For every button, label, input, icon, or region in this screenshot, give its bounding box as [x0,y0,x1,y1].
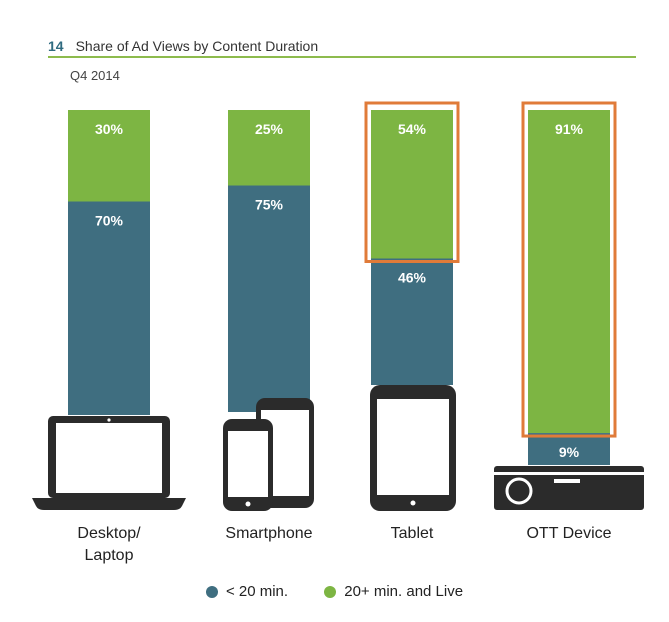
value-label-long-desktop-laptop: 30% [95,121,124,137]
bar-short-ott-device [528,433,610,465]
category-label-ott-device: OTT Device [526,525,611,542]
bar-short-smartphone [228,185,310,412]
category-label-desktop-laptop-line-1: Desktop/ [77,525,141,542]
chart-subtitle: Q4 2014 [70,68,120,83]
highlight-box-ott-device [521,101,617,438]
value-label-short-ott-device: 9% [559,444,580,460]
ott-box [494,466,644,510]
title-rule [48,56,636,58]
legend-swatch-long [324,585,337,598]
ott-stripe [494,472,644,475]
value-label-long-ott-device: 91% [555,121,584,137]
ott-disc [505,477,533,505]
bar-long-desktop-laptop [68,110,150,202]
smartphones-icon [223,398,314,511]
value-label-short-tablet: 46% [398,270,427,286]
bar-long-smartphone [228,110,310,186]
chart-header: 14 Share of Ad Views by Content Duration … [48,36,636,83]
legend-label-short: < 20 min. [225,583,289,600]
tablet-icon [370,385,456,511]
ott-device-icon [494,466,644,510]
legend-swatch-short [205,585,218,598]
legend-label-long: 20+ min. and Live [344,583,464,600]
legend: < 20 min. 20+ min. and Live [0,583,669,602]
ott-slot [554,479,580,483]
legend-item-long: 20+ min. and Live [324,583,463,600]
tablet-screen [377,399,449,495]
bar-short-desktop-laptop [68,201,150,415]
value-label-short-desktop-laptop: 70% [95,213,124,229]
value-label-short-smartphone: 75% [255,197,284,213]
bar-long-ott-device [528,110,610,434]
value-label-long-smartphone: 25% [255,121,284,137]
phone-front-screen [228,431,268,497]
phone-home-button [245,501,251,507]
highlight-box-tablet [364,101,460,263]
laptop-screen [56,423,162,493]
value-label-long-tablet: 54% [398,121,427,137]
category-label-tablet: Tablet [391,525,434,542]
category-label-desktop-laptop-line-2: Laptop [85,547,134,564]
laptop-icon [32,416,186,510]
laptop-camera [107,418,111,422]
bar-short-tablet [371,258,453,385]
tablet-home-button [410,500,416,506]
legend-item-short: < 20 min. [205,583,289,600]
chart-title-row: 14 Share of Ad Views by Content Duration [48,36,636,56]
bar-long-tablet [371,110,453,259]
laptop-base [32,498,186,510]
category-label-smartphone: Smartphone [225,525,312,542]
chart-title: Share of Ad Views by Content Duration [75,38,319,54]
figure-number: 14 [48,38,64,54]
